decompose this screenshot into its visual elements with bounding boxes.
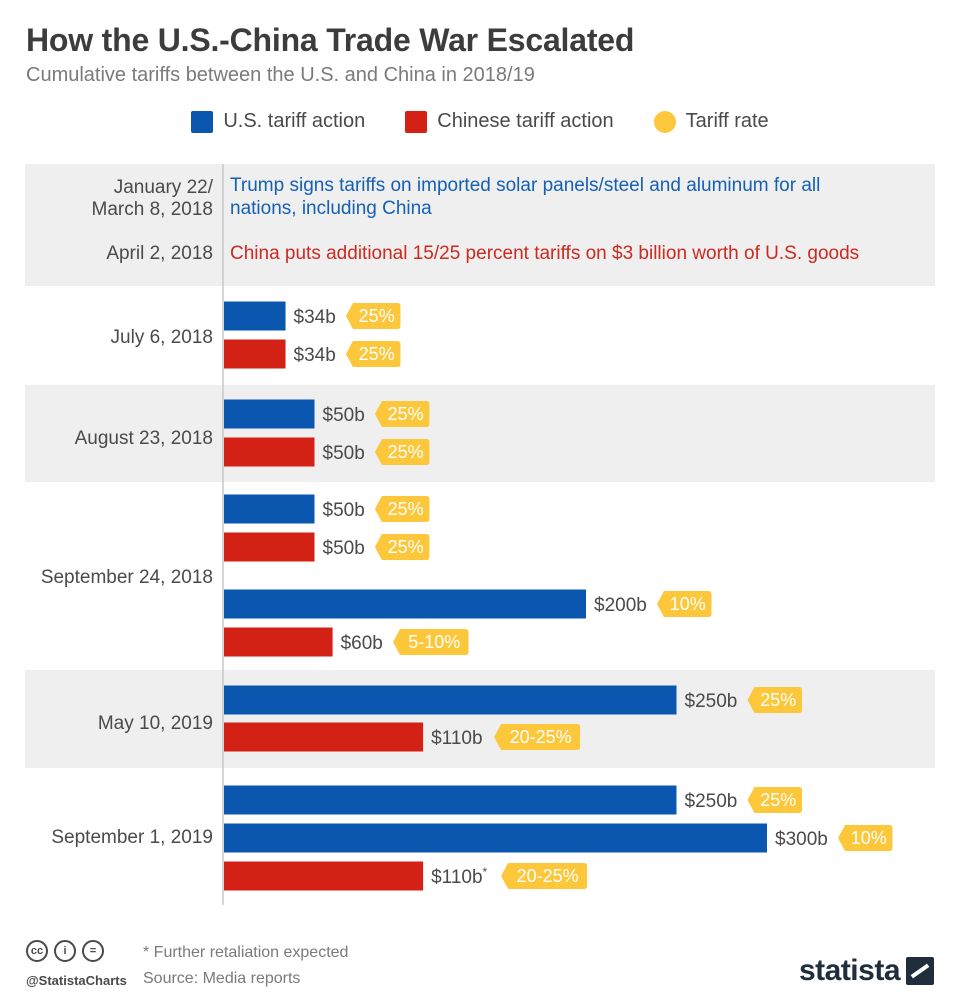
- event-text: China puts additional 15/25 percent tari…: [230, 243, 859, 264]
- china-bar: [224, 532, 315, 562]
- value-label: $250b: [685, 691, 738, 712]
- value-label: $50b: [323, 443, 365, 464]
- event-text: nations, including China: [230, 198, 432, 219]
- chart-subtitle: Cumulative tariffs between the U.S. and …: [26, 64, 535, 86]
- rate-tag: [393, 629, 469, 655]
- us-bar: [224, 823, 767, 853]
- us-bar: [224, 685, 677, 715]
- us-bar: [224, 399, 315, 429]
- rate-label: 25%: [359, 306, 395, 326]
- value-label: $110b: [431, 728, 482, 749]
- rate-tag: [657, 591, 712, 617]
- legend-label-china: Chinese tariff action: [437, 110, 614, 132]
- event-date-label: April 2, 2018: [106, 243, 213, 264]
- legend-label-rate: Tariff rate: [685, 110, 769, 132]
- by-icon: i: [54, 940, 76, 962]
- rate-label: 25%: [388, 537, 424, 557]
- china-bar: [224, 861, 424, 891]
- value-label: $300b: [775, 829, 828, 850]
- nd-icon: =: [82, 940, 104, 962]
- cc-icon: cc: [26, 940, 48, 962]
- license-icons: cc i =: [26, 940, 104, 962]
- statista-logo: statista: [799, 954, 934, 988]
- value-label: $50b: [323, 538, 365, 559]
- rate-tag: [494, 724, 581, 750]
- rate-tag: [345, 303, 401, 329]
- value-label: $34b: [294, 345, 336, 366]
- event-date-label: March 8, 2018: [92, 199, 213, 220]
- legend-swatch-china: [405, 110, 428, 133]
- rate-label: 5-10%: [408, 632, 460, 652]
- rate-label: 10%: [670, 594, 706, 614]
- china-bar: [224, 339, 286, 369]
- us-bar: [224, 785, 677, 815]
- legend: U.S. tariff action Chinese tariff action…: [0, 110, 960, 133]
- band-0: [25, 164, 935, 286]
- rate-label: 25%: [760, 690, 796, 710]
- rate-tag: [747, 787, 802, 813]
- rate-tag: [374, 534, 430, 560]
- rate-label: 20-25%: [517, 866, 579, 886]
- value-label: $60b: [341, 633, 383, 654]
- source-note: Source: Media reports: [143, 970, 301, 987]
- rate-label: 25%: [760, 790, 796, 810]
- rate-label: 25%: [359, 344, 395, 364]
- legend-item-rate: Tariff rate: [653, 110, 769, 133]
- rate-label: 25%: [388, 404, 424, 424]
- chart-title: How the U.S.-China Trade War Escalated: [26, 22, 635, 58]
- value-label: $200b: [594, 595, 647, 616]
- rate-label: 20-25%: [510, 727, 572, 747]
- value-label: $110b*: [431, 865, 487, 888]
- rate-tag: [345, 341, 401, 367]
- footnote: * Further retaliation expected: [143, 944, 349, 961]
- value-label: $250b: [685, 791, 738, 812]
- us-bar: [224, 589, 586, 619]
- legend-swatch-us: [191, 110, 214, 133]
- legend-item-us: U.S. tariff action: [191, 110, 365, 133]
- china-bar: [224, 722, 424, 752]
- rate-label: 25%: [388, 442, 424, 462]
- legend-swatch-rate: [653, 110, 676, 133]
- china-bar: [224, 627, 333, 657]
- rate-tag: [838, 825, 893, 851]
- event-text: Trump signs tariffs on imported solar pa…: [230, 175, 820, 196]
- value-label: $34b: [294, 307, 336, 328]
- event-date-label: January 22/: [114, 177, 214, 198]
- statista-handle: @StatistaCharts: [26, 973, 127, 988]
- legend-label-us: U.S. tariff action: [223, 110, 366, 132]
- rate-label: 25%: [388, 499, 424, 519]
- us-bar: [224, 301, 286, 331]
- rate-label: 10%: [851, 828, 887, 848]
- group-date-label: May 10, 2019: [98, 713, 213, 734]
- rate-tag: [501, 863, 588, 889]
- rate-tag: [374, 439, 430, 465]
- group-date-label: September 1, 2019: [51, 827, 213, 848]
- rate-tag: [374, 401, 430, 427]
- us-bar: [224, 494, 315, 524]
- group-date-label: July 6, 2018: [111, 327, 213, 348]
- legend-item-china: Chinese tariff action: [405, 110, 614, 133]
- value-label: $50b: [323, 500, 365, 521]
- china-bar: [224, 437, 315, 467]
- value-label: $50b: [323, 405, 365, 426]
- statista-logo-icon: [906, 957, 934, 985]
- rate-tag: [747, 687, 802, 713]
- band-2: [25, 385, 935, 482]
- group-date-label: September 24, 2018: [41, 567, 213, 588]
- group-date-label: August 23, 2018: [75, 428, 213, 449]
- statista-wordmark: statista: [798, 954, 901, 987]
- rate-tag: [374, 496, 430, 522]
